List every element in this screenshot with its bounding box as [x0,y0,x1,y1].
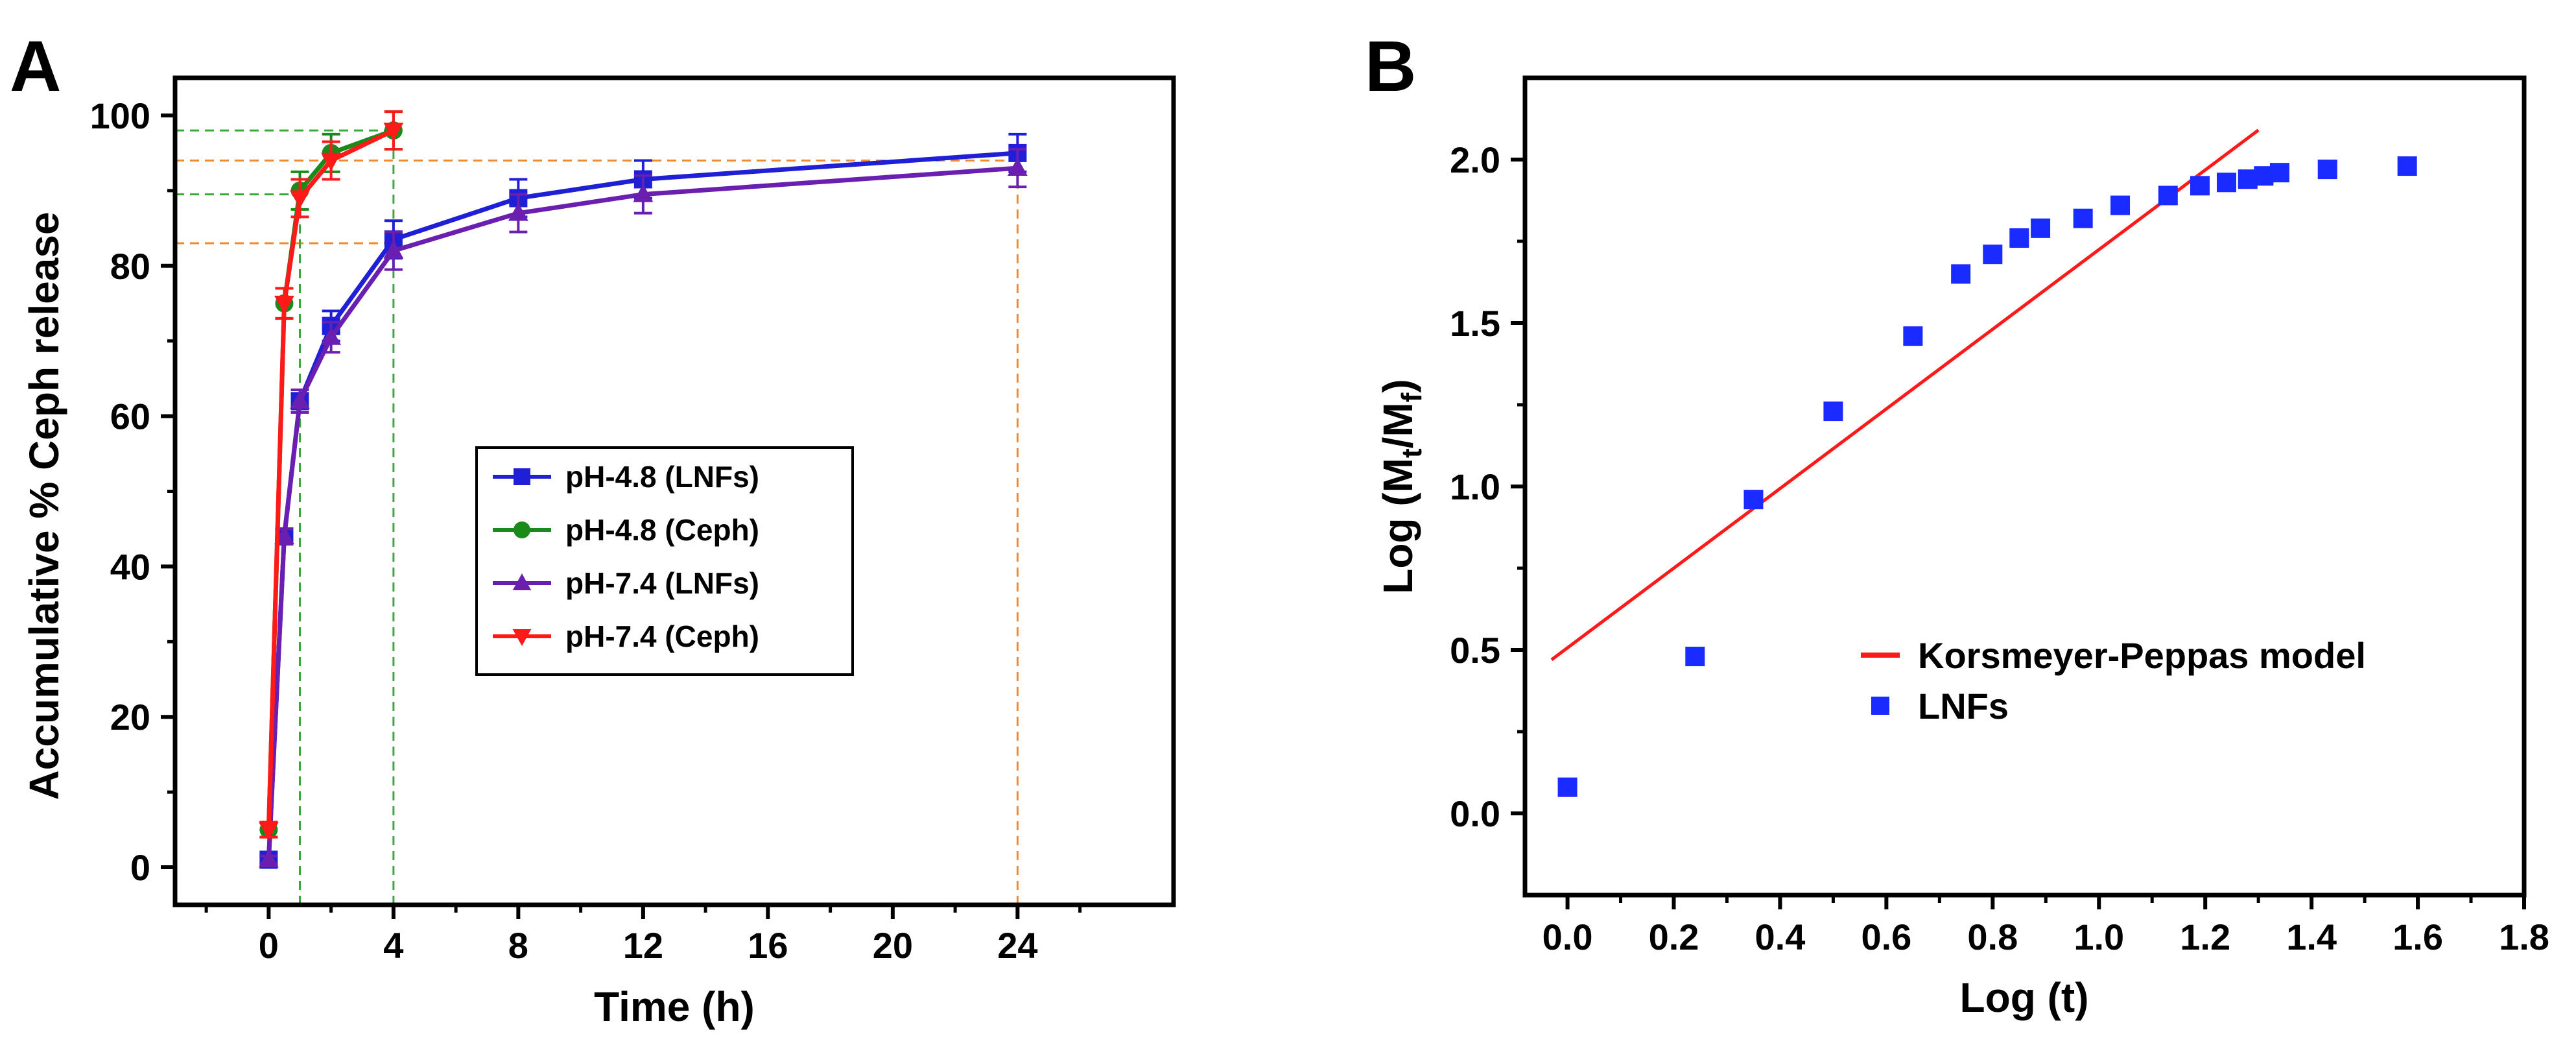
legend-marker [512,629,532,646]
panel-b-x-axis-title: Log (t) [1960,974,2089,1021]
panel-b-y-title-sub-f: f [1396,392,1428,402]
x-tick-label: 24 [997,925,1037,966]
y-tick-label: 0 [130,847,150,888]
fit-line [1550,128,2260,662]
panel-b-y-title-part: ) [1375,379,1421,392]
data-point [2190,176,2210,196]
data-point [2110,195,2131,215]
panel-a-x-ticks: 0 4 8 12 16 20 24 [204,905,1082,966]
x-tick-label: 16 [748,925,788,966]
panel-a-y-ticks: 0 20 40 60 80 100 [90,95,175,888]
panel-b-series [1557,156,2417,797]
legend-label: pH-7.4 (Ceph) [565,619,759,653]
data-point [290,190,310,209]
y-tick-label: 60 [110,396,150,437]
panel-b-x-ticks: 0.0 0.2 0.4 0.6 0.8 1.0 1.2 1.4 1.6 1.8 [1542,895,2549,957]
y-tick-label: 0.5 [1450,630,1500,671]
panel-a-series [258,110,1028,869]
data-point [2269,163,2289,183]
panel-b-y-axis-title: Log (Mt/Mf) [1375,379,1428,593]
x-tick-label: 1.4 [2286,917,2337,957]
y-tick-label: 0.0 [1450,793,1500,834]
y-tick-label: 80 [110,246,150,287]
x-tick-label: 0.6 [1861,917,1911,957]
data-point [1983,245,2003,265]
data-point [2397,156,2417,176]
x-tick-label: 12 [623,925,663,966]
data-point [2216,173,2236,193]
x-tick-label: 0.0 [1542,917,1593,957]
series-line [266,165,1018,860]
data-point [321,152,342,171]
x-tick-label: 0.8 [1967,917,2018,957]
x-tick-label: 1.0 [2074,917,2124,957]
data-point [2009,228,2029,248]
legend-marker [514,468,530,485]
x-tick-label: 1.2 [2180,917,2230,957]
y-tick-label: 1.0 [1450,466,1500,507]
panel-b-chart: 0.0 0.2 0.4 0.6 0.8 1.0 1.2 1.4 1.6 1.8 0.0 0.5 1.0… [1375,75,2549,1021]
data-point [1557,777,1578,797]
panel-a-y-axis-title: Accumulative % Ceph release [21,211,67,800]
data-point [1685,647,1705,667]
panel-a-x-axis-title: Time (h) [594,983,755,1030]
panel-b-y-title-part: /M [1375,402,1421,448]
data-point [274,295,294,314]
legend-label: pH-7.4 (LNFs) [565,566,759,600]
panel-a-legend: pH-4.8 (LNFs) pH-4.8 (Ceph) pH-7.4 (LNFs) p… [493,460,759,653]
legend-marker [512,573,532,591]
data-point [1951,264,1971,284]
data-point [321,326,342,345]
panel-b-y-title-sub-t: t [1396,448,1428,458]
data-point [258,849,279,868]
data-point [383,240,404,259]
data-point [2317,160,2337,180]
x-tick-label: 0.4 [1755,917,1806,957]
x-tick-label: 20 [873,925,913,966]
panel-b-frame [1522,75,2527,898]
y-tick-label: 2.0 [1450,139,1500,180]
x-tick-label: 4 [383,925,403,966]
data-point [2073,208,2093,228]
y-tick-label: 1.5 [1450,303,1500,344]
data-point [2031,218,2051,238]
series-line [266,128,395,830]
legend-label: LNFs [1918,686,2009,726]
legend-marker [514,522,530,538]
x-tick-label: 0.2 [1649,917,1699,957]
series-line [266,128,395,830]
legend-label: pH-4.8 (LNFs) [565,460,759,494]
legend-marker [1871,697,1889,715]
y-tick-label: 40 [110,546,150,587]
data-point [2158,186,2178,206]
x-tick-label: 1.8 [2499,917,2549,957]
data-point [1823,402,1843,422]
panel-a-chart: 0 4 8 12 16 20 24 0 20 40 60 80 100 Time (h) Accumu… [21,75,1176,1030]
data-point [508,202,528,221]
panel-b-y-ticks: 0.0 0.5 1.0 1.5 2.0 [1450,139,1525,834]
data-point [258,822,279,841]
data-point [633,184,654,202]
x-tick-label: 1.6 [2393,917,2443,957]
y-tick-label: 20 [110,697,150,737]
x-tick-label: 8 [508,925,528,966]
data-point [1743,490,1764,510]
panel-b-legend: Korsmeyer-Peppas model LNFs [1861,635,2366,726]
panel-b-y-title-part: Log (M [1375,458,1421,594]
data-point [1903,326,1923,346]
x-tick-label: 0 [259,925,279,966]
panel-b-label: B [1365,27,1416,106]
y-tick-label: 100 [90,95,150,136]
data-point [383,123,404,141]
data-point [290,390,310,409]
panel-a-label: A [10,27,61,106]
panel-b-fit-line [1550,128,2260,662]
legend-label: Korsmeyer-Peppas model [1918,635,2366,676]
legend-label: pH-4.8 (Ceph) [565,513,759,547]
data-point [1007,157,1028,176]
